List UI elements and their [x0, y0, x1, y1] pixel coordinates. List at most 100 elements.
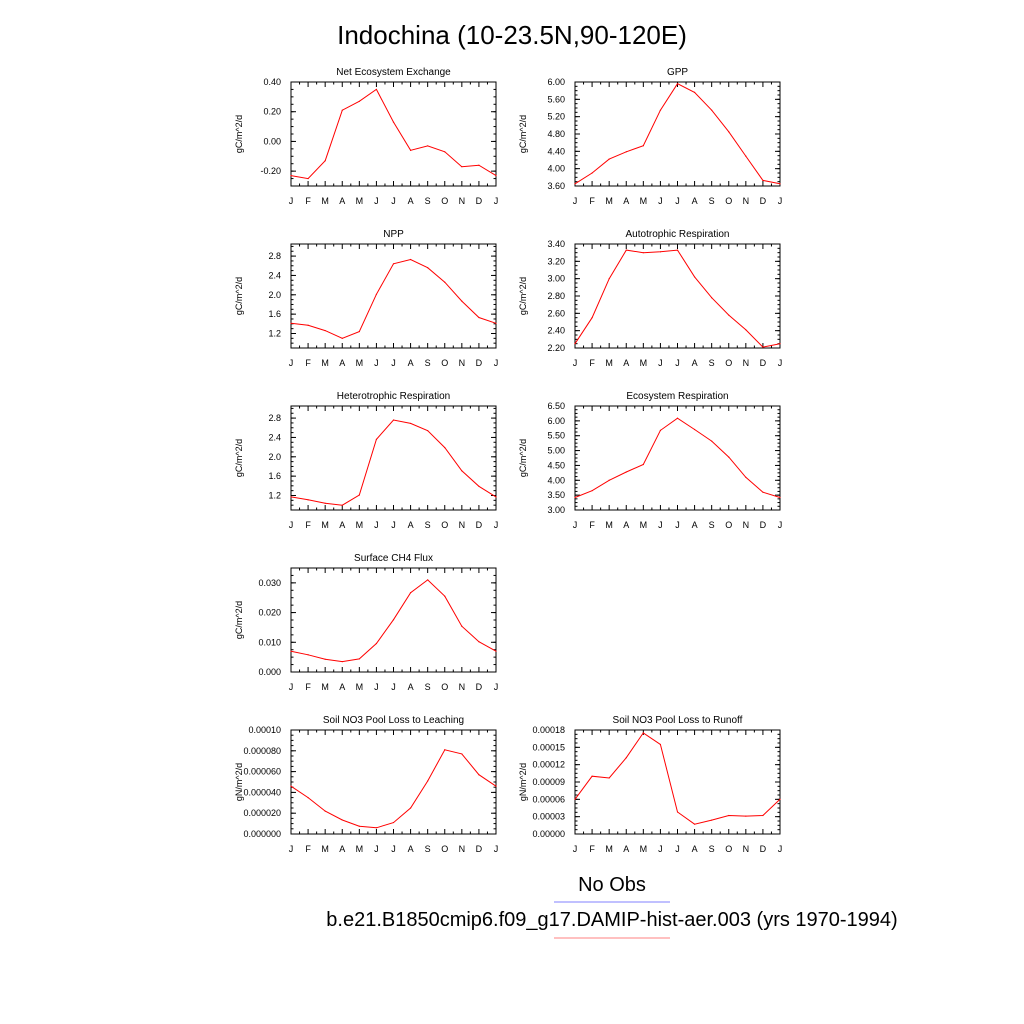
- x-tick-label: J: [289, 682, 294, 692]
- x-tick-label: A: [408, 520, 414, 530]
- x-tick-label: F: [589, 520, 595, 530]
- data-point: [358, 330, 360, 333]
- data-point: [762, 814, 764, 817]
- data-point: [495, 175, 497, 177]
- y-tick-label: 4.00: [547, 164, 565, 174]
- x-tick-label: J: [778, 844, 783, 854]
- data-point: [711, 819, 713, 821]
- x-tick-label: J: [778, 358, 783, 368]
- x-tick-label: M: [640, 196, 648, 206]
- y-tick-label: 4.00: [547, 475, 565, 485]
- data-point: [478, 641, 480, 643]
- data-point: [728, 814, 730, 817]
- x-tick-label: A: [339, 358, 345, 368]
- x-tick-label: J: [675, 358, 680, 368]
- data-point: [608, 278, 610, 280]
- data-point: [392, 619, 395, 621]
- x-tick-label: N: [459, 844, 466, 854]
- x-tick-label: M: [321, 520, 329, 530]
- y-tick-label: 2.4: [268, 432, 281, 442]
- y-tick-label: 0.00010: [248, 725, 281, 735]
- data-point: [341, 109, 343, 111]
- panel-title: Net Ecosystem Exchange: [336, 67, 451, 78]
- y-tick-label: 3.50: [547, 490, 565, 500]
- data-point: [625, 151, 627, 153]
- x-tick-label: J: [675, 520, 680, 530]
- x-tick-label: J: [658, 844, 663, 854]
- data-point: [427, 579, 429, 581]
- data-point: [676, 249, 679, 251]
- data-point: [762, 179, 764, 181]
- data-point: [444, 595, 446, 597]
- data-point: [409, 258, 412, 261]
- x-tick-label: S: [425, 682, 431, 692]
- x-tick-label: D: [476, 520, 483, 530]
- x-tick-label: S: [425, 196, 431, 206]
- x-tick-label: A: [623, 844, 629, 854]
- data-point: [375, 438, 378, 440]
- data-point: [625, 471, 627, 473]
- data-point: [728, 131, 730, 133]
- x-tick-label: S: [709, 844, 715, 854]
- x-tick-label: J: [289, 844, 294, 854]
- data-point: [409, 149, 412, 151]
- data-point: [591, 317, 593, 319]
- x-tick-label: M: [605, 844, 613, 854]
- legend: No Obs b.e21.B1850cmip6.f09_g17.DAMIP-hi…: [326, 874, 898, 939]
- data-point: [444, 447, 446, 449]
- data-point: [358, 494, 360, 496]
- x-tick-label: M: [321, 844, 329, 854]
- x-tick-label: F: [305, 520, 311, 530]
- x-tick-label: J: [494, 196, 499, 206]
- x-tick-label: S: [709, 520, 715, 530]
- data-point: [478, 316, 480, 319]
- data-point: [461, 753, 463, 755]
- x-tick-label: D: [476, 844, 483, 854]
- data-point: [495, 785, 497, 787]
- data-point: [779, 183, 781, 185]
- data-point: [642, 732, 644, 734]
- data-point: [745, 329, 747, 331]
- y-tick-label: 0.00018: [532, 725, 565, 735]
- data-point: [392, 821, 395, 824]
- data-point: [427, 145, 429, 147]
- data-point: [392, 121, 395, 123]
- series-line: [290, 419, 497, 506]
- x-tick-label: N: [743, 520, 750, 530]
- x-tick-label: M: [356, 520, 364, 530]
- x-tick-label: J: [494, 520, 499, 530]
- y-tick-label: 5.20: [547, 112, 565, 122]
- data-point: [324, 658, 326, 660]
- data-point: [478, 485, 480, 487]
- data-point: [290, 650, 292, 652]
- x-tick-label: J: [391, 844, 396, 854]
- series-line: [574, 732, 781, 825]
- x-tick-label: J: [778, 520, 783, 530]
- data-point: [693, 428, 696, 431]
- y-tick-label: 5.00: [547, 446, 565, 456]
- x-tick-label: M: [356, 196, 364, 206]
- y-tick-label: 4.40: [547, 146, 565, 156]
- x-tick-label: J: [391, 196, 396, 206]
- data-point: [427, 780, 429, 782]
- data-point: [392, 263, 395, 265]
- data-point: [642, 145, 644, 147]
- y-axis-label: gC/m^2/d: [518, 277, 528, 315]
- y-tick-label: 0.00: [263, 136, 281, 146]
- x-tick-label: J: [494, 358, 499, 368]
- plot-frame: [574, 729, 781, 835]
- data-point: [711, 440, 713, 442]
- y-axis-label: gC/m^2/d: [234, 115, 244, 153]
- data-point: [478, 164, 480, 166]
- x-tick-label: F: [305, 358, 311, 368]
- data-point: [290, 496, 292, 498]
- data-point: [728, 456, 730, 458]
- data-point: [574, 343, 576, 345]
- y-tick-label: 0.00006: [532, 794, 565, 804]
